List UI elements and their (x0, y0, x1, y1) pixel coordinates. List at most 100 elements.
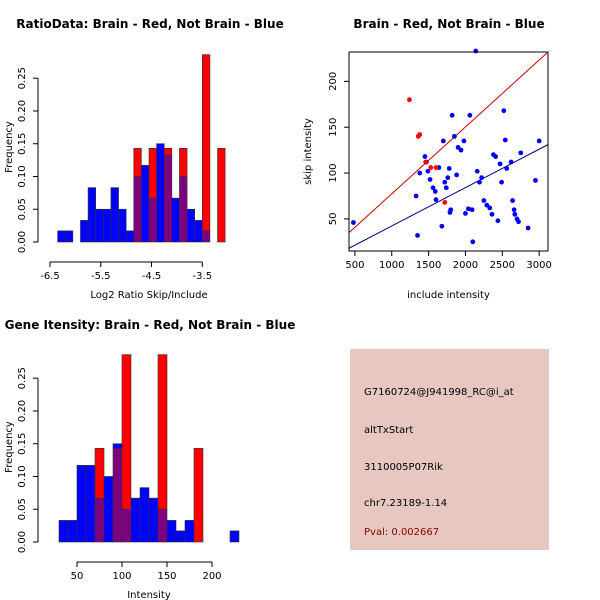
overlap-bar (163, 154, 173, 243)
plot-frame (348, 51, 549, 252)
not-brain-point (533, 177, 538, 183)
not-brain-point (451, 133, 457, 139)
brain-bar (193, 448, 204, 543)
not-brain-point (469, 207, 475, 213)
not-brain-bar (67, 520, 78, 543)
not-brain-bar (130, 497, 141, 543)
brain-bar (148, 148, 157, 199)
brain-bar (163, 148, 173, 156)
not-brain-bar (103, 208, 112, 243)
not-brain-bar (139, 487, 150, 543)
not-brain-point (415, 233, 420, 238)
brain-fit-line (348, 51, 549, 234)
overlap-bar (148, 197, 157, 243)
not-brain-point (454, 172, 460, 178)
not-brain-point (427, 177, 433, 182)
chart-title: Gene Itensity: Brain - Red, Not Brain - … (5, 318, 296, 332)
probe-info-panel: G7160724@J941998_RC@i_at altTxStart 3110… (350, 349, 549, 550)
not-brain-point (504, 166, 510, 171)
not-brain-point (508, 159, 514, 165)
not-brain-point (510, 198, 516, 203)
y-tick-label: 0.25 (17, 67, 28, 89)
x-tick-label: -4.5 (142, 271, 162, 282)
overlap-bar (94, 497, 105, 543)
not-brain-point (458, 147, 464, 153)
x-axis-label: Log2 Ratio Skip/Include (90, 290, 207, 301)
not-brain-bar (125, 230, 135, 243)
not-brain-point (443, 185, 449, 191)
x-tick-label: 2500 (490, 260, 515, 271)
not-brain-point (439, 223, 445, 229)
not-brain-point (467, 112, 473, 118)
y-tick-label: 0.15 (17, 133, 28, 155)
not-brain-point (516, 219, 521, 225)
not-brain-bar (166, 520, 177, 543)
not-brain-point (495, 218, 501, 224)
not-brain-point (448, 207, 454, 213)
x-axis-label: include intensity (407, 290, 490, 301)
x-tick-label: -6.5 (40, 271, 60, 282)
brain-point (428, 165, 434, 170)
not-brain-bar (141, 165, 150, 243)
x-tick-label: 500 (345, 260, 364, 271)
p-value: Pval: 0.002667 (364, 527, 440, 538)
brain-bar (121, 354, 132, 510)
not-brain-bar (194, 220, 203, 243)
not-brain-point (474, 168, 480, 174)
overlap-bar (179, 176, 188, 243)
x-tick-label: 200 (202, 571, 221, 582)
not-brain-point (502, 137, 508, 143)
not-brain-point (433, 197, 439, 203)
brain-point (433, 165, 439, 170)
y-tick-label: 0.10 (17, 465, 28, 487)
overlap-bar (121, 508, 132, 543)
brain-bar (202, 54, 211, 232)
not-brain-bar (171, 197, 180, 243)
not-brain-point (445, 175, 451, 181)
not-brain-point (430, 185, 436, 191)
not-brain-bar (184, 520, 195, 543)
x-tick-label: -3.5 (193, 271, 213, 282)
brain-bar (179, 148, 188, 177)
not-brain-bar (103, 476, 114, 543)
y-axis-label: skip intensity (303, 118, 314, 185)
not-brain-point (432, 188, 438, 194)
not-brain-point (449, 112, 455, 118)
not-brain-bar (229, 530, 240, 543)
not-brain-point (473, 48, 479, 54)
overlap-bar (133, 176, 142, 243)
not-brain-point (422, 154, 428, 159)
not-brain-point (501, 108, 507, 114)
not-brain-point (489, 211, 495, 217)
not-brain-point (511, 207, 517, 213)
chart-title: Brain - Red, Not Brain - Blue (353, 17, 544, 31)
y-axis-label: Frequency (4, 121, 15, 173)
y-tick-label: 0.00 (17, 531, 28, 553)
y-tick-label: 0.20 (17, 100, 28, 122)
x-tick-label: 50 (71, 571, 84, 582)
x-tick-label: 2000 (453, 260, 478, 271)
not-brain-bar (112, 443, 123, 449)
x-tick-label: 150 (157, 571, 176, 582)
not-brain-point (525, 225, 531, 231)
not-brain-point (497, 161, 503, 167)
not-brain-point (351, 220, 356, 225)
y-tick-label: 50 (328, 213, 339, 226)
y-tick-label: 0.00 (17, 231, 28, 253)
overlap-bar (202, 230, 211, 243)
brain-bar (157, 354, 168, 510)
not-brain-bar (64, 230, 74, 243)
gene-intensity-histogram: 50 100 150 200 0.00 0.05 0.10 0.15 0.20 0.25 Gene … (4, 318, 295, 600)
not-brain-fit-line (348, 144, 549, 249)
y-tick-label: 0.10 (17, 165, 28, 187)
y-tick-label: 0.20 (17, 400, 28, 422)
not-brain-point (463, 211, 468, 216)
not-brain-point (536, 138, 542, 144)
not-brain-bar (87, 187, 96, 243)
y-tick-label: 0.15 (17, 433, 28, 455)
not-brain-point (479, 175, 485, 181)
not-brain-point (442, 179, 448, 185)
overlap-bar (157, 508, 168, 543)
genomic-location: chr7.23189-1.14 (364, 498, 448, 509)
